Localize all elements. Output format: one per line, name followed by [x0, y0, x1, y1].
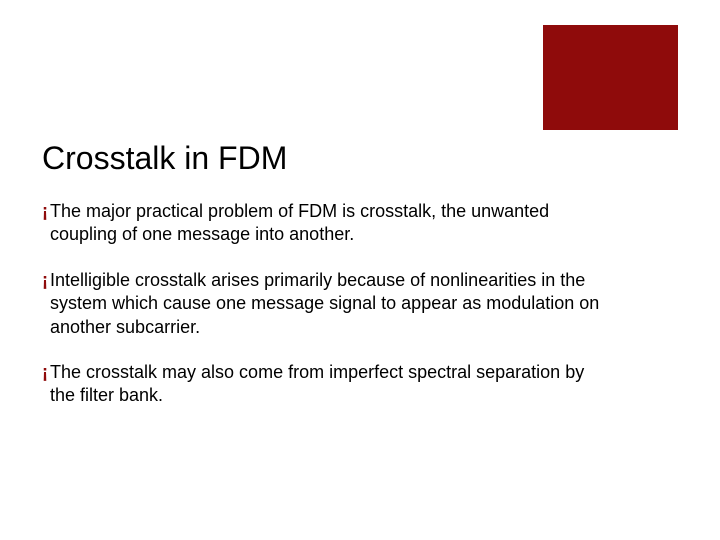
bullet-item: ¡ The major practical problem of FDM is …: [42, 200, 602, 247]
bullet-marker-icon: ¡: [42, 200, 48, 247]
bullet-item: ¡ The crosstalk may also come from imper…: [42, 361, 602, 408]
slide-title: Crosstalk in FDM: [42, 140, 287, 177]
bullet-item: ¡ Intelligible crosstalk arises primaril…: [42, 269, 602, 339]
slide-body: ¡ The major practical problem of FDM is …: [42, 200, 602, 430]
bullet-marker-icon: ¡: [42, 361, 48, 408]
title-accent-box: [543, 25, 678, 130]
bullet-text: The crosstalk may also come from imperfe…: [50, 361, 602, 408]
bullet-text: The major practical problem of FDM is cr…: [50, 200, 602, 247]
slide: Crosstalk in FDM ¡ The major practical p…: [0, 0, 720, 540]
bullet-marker-icon: ¡: [42, 269, 48, 339]
bullet-text: Intelligible crosstalk arises primarily …: [50, 269, 602, 339]
